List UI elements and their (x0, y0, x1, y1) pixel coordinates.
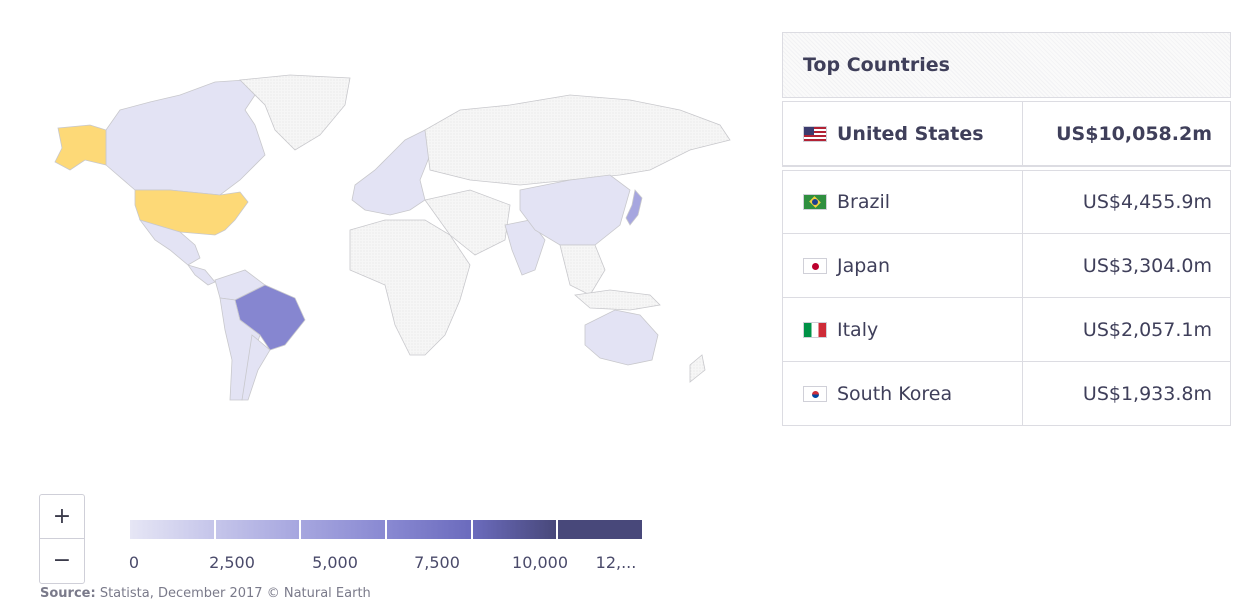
japan-flag-icon (803, 257, 827, 274)
region-africa[interactable] (349, 219, 471, 356)
world-choropleth-map[interactable] (30, 70, 740, 415)
legend-tick: 5,000 (312, 553, 358, 572)
country-cell: South Korea (783, 362, 1023, 425)
region-mexico[interactable] (138, 219, 201, 266)
us-flag-icon (803, 125, 827, 142)
country-cell: Italy (783, 298, 1023, 361)
country-cell: United States (783, 102, 1023, 165)
table-row[interactable]: Japan US$3,304.0m (782, 234, 1231, 298)
revenue-value: US$3,304.0m (1082, 254, 1212, 277)
zoom-out-button[interactable]: − (40, 538, 84, 582)
legend-segment (130, 520, 214, 539)
country-name: United States (837, 122, 984, 145)
country-name: Japan (837, 254, 890, 277)
color-scale-legend (130, 520, 643, 539)
panel-title: Top Countries (803, 54, 950, 76)
table-row[interactable]: Italy US$2,057.1m (782, 298, 1231, 362)
region-indonesia[interactable] (574, 289, 661, 311)
source-label: Source: (40, 586, 96, 601)
country-name: Italy (837, 318, 879, 341)
italy-flag-icon (803, 321, 827, 338)
country-name: South Korea (837, 382, 953, 405)
region-argentina[interactable] (241, 334, 271, 401)
legend-tick: 12,... (595, 553, 637, 572)
source-text: Statista, December 2017 © Natural Earth (99, 586, 371, 601)
table-row[interactable]: South Korea US$1,933.8m (782, 362, 1231, 426)
region-middle-east[interactable] (424, 189, 511, 256)
legend-tick: 0 (128, 553, 140, 572)
zoom-control: + − (39, 494, 85, 584)
legend-ticks: 0 2,500 5,000 7,500 10,000 12,... (0, 553, 1250, 573)
region-australia[interactable] (584, 309, 659, 366)
revenue-value: US$1,933.8m (1082, 382, 1212, 405)
region-southeast-asia[interactable] (559, 244, 606, 296)
country-cell: Brazil (783, 171, 1023, 233)
country-name: Brazil (837, 191, 891, 213)
legend-tick: 2,500 (209, 553, 255, 572)
country-cell: Japan (783, 234, 1023, 297)
legend-tick: 10,000 (512, 553, 568, 572)
region-canada[interactable] (105, 79, 266, 196)
source-note: Source: Statista, December 2017 © Natura… (40, 586, 371, 601)
table-row[interactable]: Brazil US$4,455.9m (782, 170, 1231, 234)
region-new-zealand[interactable] (689, 354, 706, 383)
revenue-value: US$2,057.1m (1082, 318, 1212, 341)
region-japan[interactable] (625, 189, 643, 226)
region-russia[interactable] (424, 94, 731, 186)
revenue-value: US$4,455.9m (1082, 191, 1212, 213)
region-europe[interactable] (351, 129, 431, 216)
legend-tick: 7,500 (414, 553, 460, 572)
brazil-flag-icon (803, 194, 827, 210)
legend-segment (556, 520, 643, 539)
region-greenland[interactable] (239, 74, 351, 151)
zoom-in-button[interactable]: + (52, 504, 72, 529)
top-countries-panel: Top Countries United States US$10,058.2m… (782, 32, 1231, 426)
panel-header: Top Countries (782, 32, 1231, 98)
region-central-america[interactable] (187, 264, 216, 286)
legend-segment (470, 520, 557, 539)
region-china[interactable] (519, 174, 631, 246)
revenue-value: US$10,058.2m (1056, 122, 1212, 145)
legend-segment (213, 520, 300, 539)
south-korea-flag-icon (803, 385, 827, 402)
region-alaska[interactable] (54, 124, 107, 171)
legend-segment (385, 520, 471, 539)
table-row[interactable]: United States US$10,058.2m (782, 101, 1231, 167)
legend-segment (299, 520, 386, 539)
